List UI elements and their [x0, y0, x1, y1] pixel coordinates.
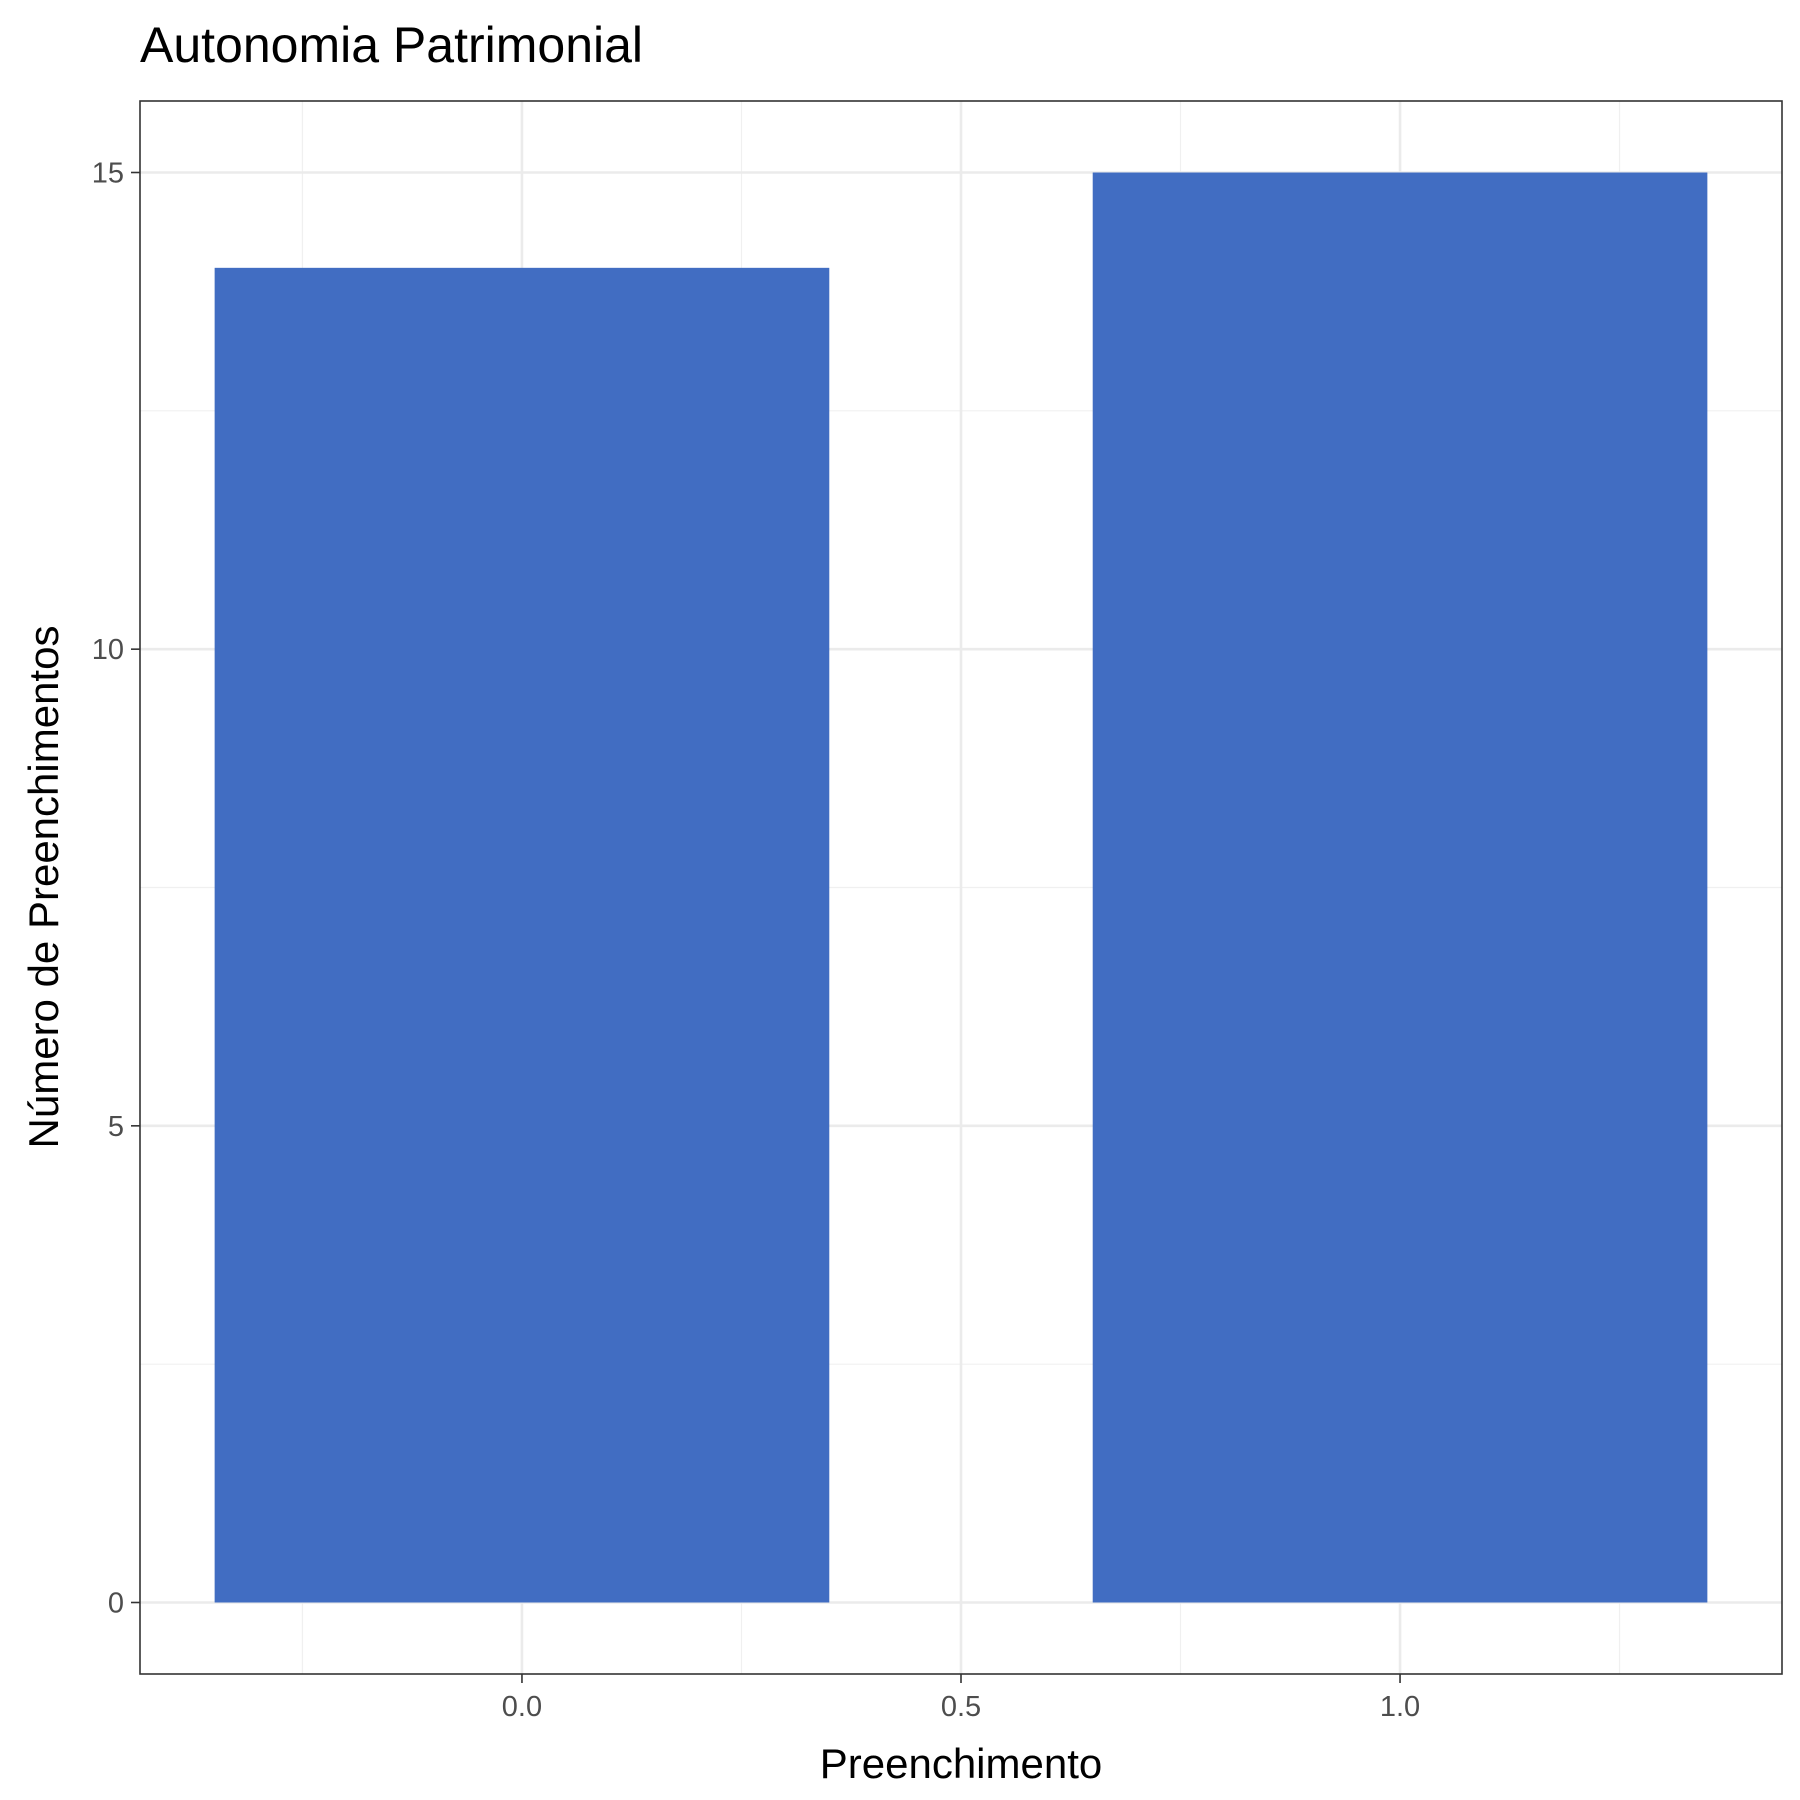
y-tick-label: 0 [108, 1588, 124, 1620]
bar-1 [1092, 172, 1708, 1603]
y-tick-label: 5 [108, 1111, 124, 1143]
y-tick-label: 10 [92, 634, 124, 666]
x-tick-label: 1.0 [1380, 1691, 1420, 1723]
x-tick-label: 0.5 [941, 1691, 981, 1723]
x-axis-label: Preenchimento [820, 1740, 1103, 1787]
bars [214, 172, 1708, 1603]
y-axis-ticks: 0 5 10 15 [92, 158, 140, 1620]
x-axis-ticks: 0.0 0.5 1.0 [502, 1674, 1420, 1723]
bar-0 [214, 267, 830, 1603]
chart-title: Autonomia Patrimonial [140, 17, 643, 73]
y-axis-label: Número de Preenchimentos [20, 626, 67, 1149]
x-tick-label: 0.0 [502, 1691, 542, 1723]
y-tick-label: 15 [92, 158, 124, 190]
